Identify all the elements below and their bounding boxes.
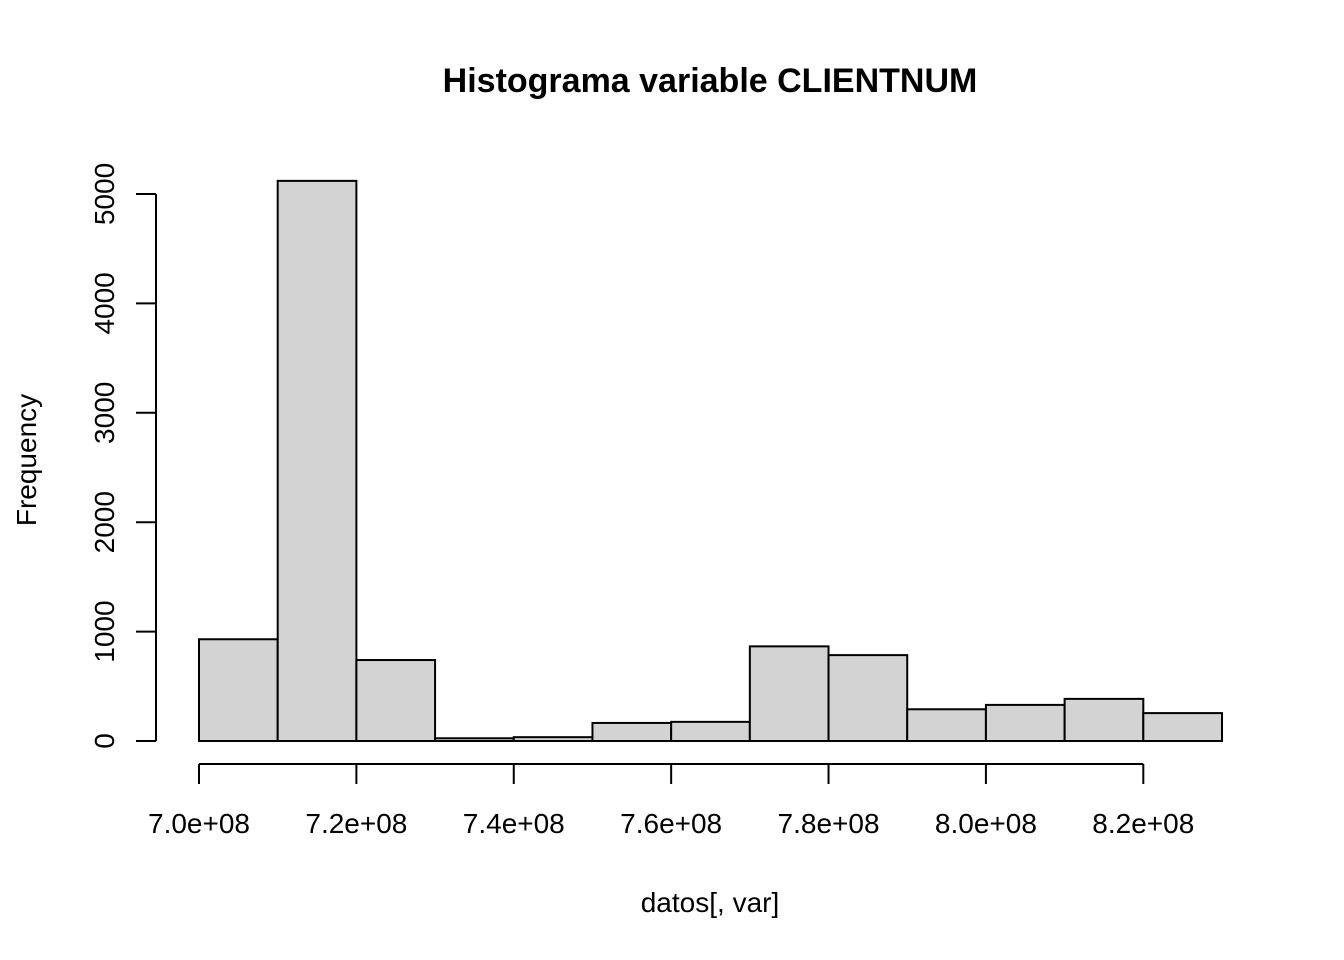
- y-tick-label: 1000: [89, 600, 120, 662]
- y-tick-label: 4000: [89, 272, 120, 334]
- histogram-bar: [276, 179, 358, 742]
- x-tick-label: 7.2e+08: [305, 808, 407, 839]
- bars-group: [198, 179, 1224, 743]
- histogram-bar: [434, 737, 515, 743]
- histogram-bar: [198, 638, 279, 742]
- y-tick-label: 2000: [89, 491, 120, 553]
- histogram-bar: [827, 654, 909, 742]
- x-tick-label: 8.2e+08: [1092, 808, 1194, 839]
- histogram-bar: [748, 645, 830, 743]
- x-tick-label: 7.6e+08: [620, 808, 722, 839]
- chart-title: Histograma variable CLIENTNUM: [443, 62, 978, 100]
- histogram-bar: [906, 708, 987, 742]
- histogram-bar: [670, 720, 751, 742]
- y-tick-label: 0: [89, 733, 120, 749]
- histogram-bar: [512, 736, 594, 743]
- y-axis-label: Frequency: [11, 394, 42, 526]
- x-axis-label: datos[, var]: [641, 887, 780, 918]
- histogram-bar: [355, 659, 437, 743]
- histogram-bar: [984, 703, 1066, 743]
- x-axis: 7.0e+08 7.2e+08 7.4e+08 7.6e+08 7.8e+08 8.0e+…: [148, 763, 1194, 839]
- y-tick-label: 5000: [89, 163, 120, 225]
- x-tick-label: 7.0e+08: [148, 808, 250, 839]
- y-tick-label: 3000: [89, 382, 120, 444]
- histogram-bar: [1142, 712, 1224, 743]
- x-tick-label: 7.8e+08: [778, 808, 880, 839]
- x-tick-label: 7.4e+08: [463, 808, 565, 839]
- y-axis: 0 1000 2000 3000 4000 5000: [89, 163, 157, 749]
- histogram-bar: [1063, 697, 1145, 742]
- x-tick-label: 8.0e+08: [935, 808, 1037, 839]
- histogram-bar: [591, 721, 673, 742]
